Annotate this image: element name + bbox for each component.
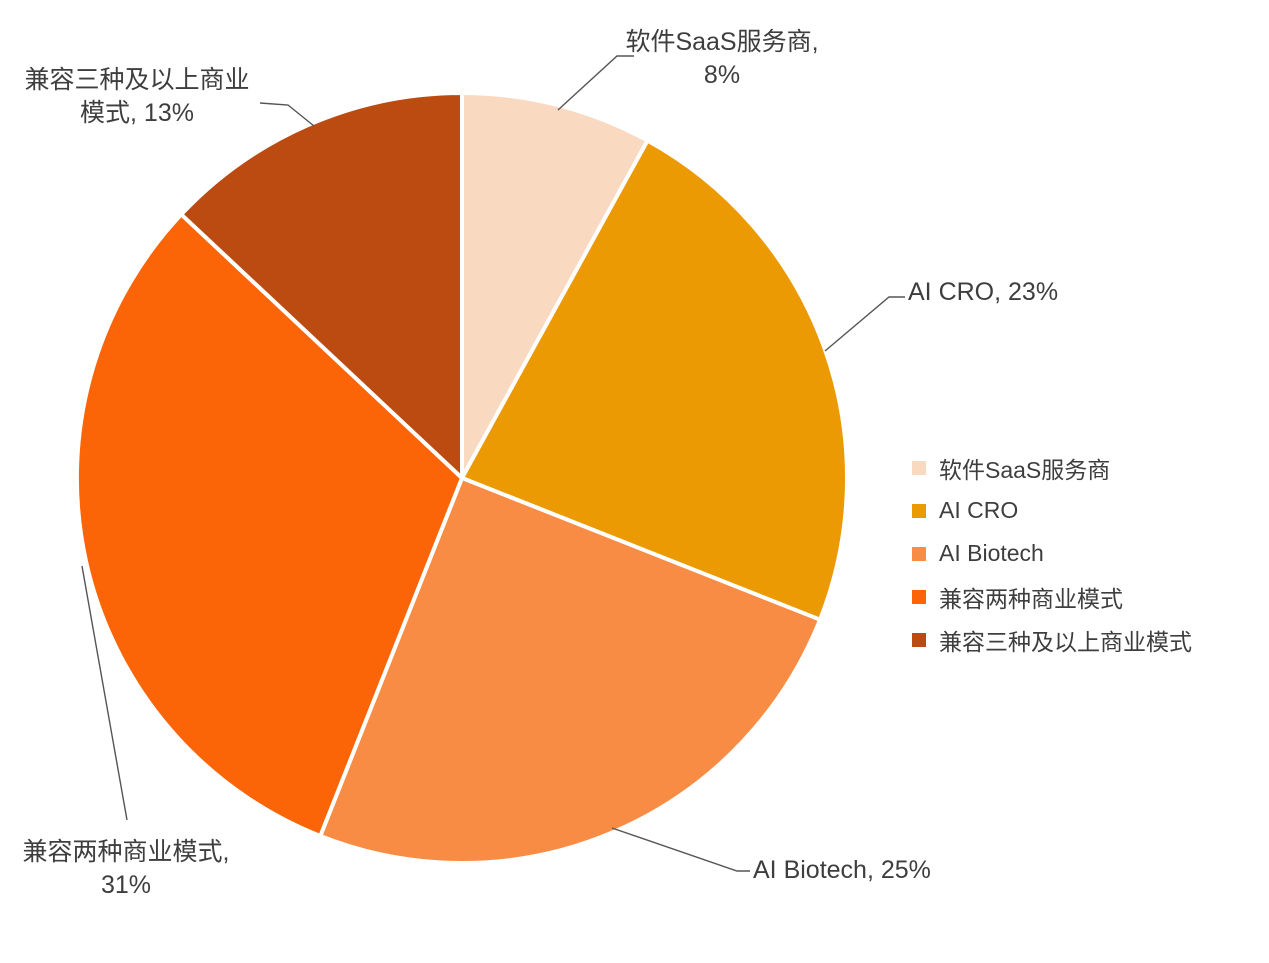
data-label-three-plus-models-line1: 兼容三种及以上商业: [24, 66, 250, 94]
legend-label-ai-biotech: AI Biotech: [939, 540, 1044, 566]
legend-item-ai-biotech: AI Biotech: [912, 532, 1192, 575]
legend-label-two-models: 兼容两种商业模式: [939, 585, 1123, 612]
pie-slice-two-models: [74, 212, 464, 838]
data-label-ai-cro-line1: AI CRO, 23%: [908, 278, 1059, 306]
leader-line-two-models: [81, 565, 128, 821]
legend-item-saas: 软件SaaS服务商: [912, 446, 1192, 489]
data-label-three-plus-models-line2: 模式, 13%: [80, 99, 194, 127]
legend-item-ai-cro: AI CRO: [912, 489, 1192, 532]
data-label-two-models: 兼容两种商业模式, 31%: [0, 836, 252, 902]
legend-swatch-two-models: [912, 589, 926, 604]
data-label-two-models-line1: 兼容两种商业模式,: [22, 838, 230, 866]
data-label-saas-line2: 8%: [703, 61, 741, 89]
pie-slice-ai-biotech: [318, 476, 822, 866]
legend-swatch-saas: [912, 460, 926, 475]
leader-line-ai-cro: [824, 296, 905, 352]
legend-swatch-ai-biotech: [912, 546, 926, 561]
pie-slice-three-plus-models: [179, 91, 464, 480]
legend-item-two-models: 兼容两种商业模式: [912, 575, 1192, 618]
data-label-three-plus-models: 兼容三种及以上商业 模式, 13%: [0, 64, 274, 130]
data-label-two-models-line2: 31%: [100, 871, 152, 899]
pie-slice-ai-cro: [460, 138, 850, 622]
legend-label-saas: 软件SaaS服务商: [939, 456, 1111, 483]
data-label-ai-biotech: AI Biotech, 25%: [753, 854, 931, 887]
legend-swatch-three-plus-models: [912, 632, 926, 647]
legend-swatch-ai-cro: [912, 503, 926, 518]
leader-line-saas: [557, 55, 634, 111]
legend-label-three-plus-models: 兼容三种及以上商业模式: [939, 628, 1192, 655]
pie-slice-saas: [460, 91, 650, 480]
data-label-ai-biotech-line1: AI Biotech, 25%: [753, 856, 931, 884]
legend-item-three-plus-models: 兼容三种及以上商业模式: [912, 618, 1192, 661]
legend-label-ai-cro: AI CRO: [939, 497, 1019, 523]
data-label-saas: 软件SaaS服务商, 8%: [572, 26, 872, 92]
leader-line-three-plus-models: [259, 102, 315, 127]
legend: 软件SaaS服务商 AI CRO AI Biotech 兼容两种商业模式 兼容三…: [912, 446, 1192, 661]
leader-line-ai-biotech: [611, 827, 750, 872]
data-label-ai-cro: AI CRO, 23%: [908, 276, 1058, 309]
data-label-saas-line1: 软件SaaS服务商,: [625, 28, 819, 56]
